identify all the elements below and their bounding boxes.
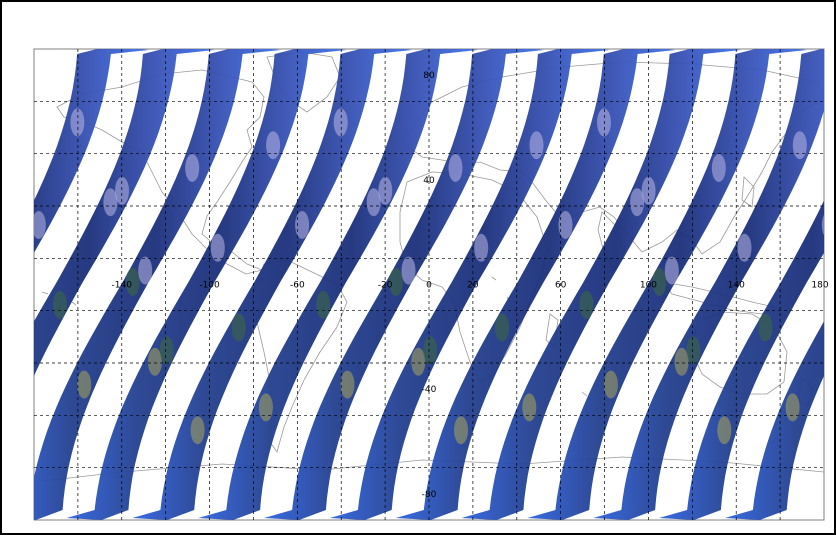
swath-cloud-patch [147,347,162,376]
swath-cloud-patch [34,211,46,239]
swath-cloud-patch [190,416,205,445]
swath-cloud-patch [295,211,310,239]
swath-cloud-patch [717,416,732,445]
swath-cloud-patch [125,268,140,296]
swath-cloud-patch [258,393,273,422]
swath-cloud-patch [103,188,118,217]
swath-cloud-patch [138,256,153,285]
satellite-swath [34,49,281,520]
swath-cloud-patch [652,268,667,296]
coastline-australia [691,311,788,395]
swath-cloud-patch [785,393,800,422]
latitude-tick-label: -80 [422,490,437,500]
coastline-japan [741,176,755,208]
swath-cloud-patch [115,176,129,205]
swath-cloud-patch [454,416,468,445]
satellite-swath [593,49,824,520]
satellite-swath [329,49,610,520]
longitude-labels: -140 -100 -60 -20 0 20 60 100 140 180 [112,281,829,291]
swath-cloud-patch [411,347,426,376]
swath-cloud-patch [522,393,537,422]
swath-cloud-patch [2,393,10,421]
satellite-swath [34,49,149,253]
swath-cloud-patch [316,290,331,319]
swath-cloud-patch [448,154,463,182]
graticule [34,49,824,520]
longitude-tick-label: 20 [467,281,479,291]
swath-cloud-patch [674,347,689,376]
swath-layer [2,49,824,520]
swath-cloud-patch [529,131,544,160]
longitude-tick-label: 60 [555,281,567,291]
longitude-tick-label: 180 [811,281,828,291]
swath-cloud-patch [266,131,281,160]
longitude-tick-label: 140 [728,281,745,291]
coastline-islands [41,276,588,397]
longitude-tick-label: -20 [378,281,393,291]
swath-cloud-patch [366,188,381,217]
longitude-tick-label: -140 [112,281,133,291]
satellite-swath [527,49,808,520]
swath-cloud-patch [210,233,225,262]
latitude-tick-label: 80 [423,71,435,81]
swath-cloud-patch [340,370,355,399]
swath-cloud-patch [77,370,92,399]
latitude-labels: 80 40 -40 -80 [422,71,437,500]
swath-cloud-patch [558,211,573,239]
swath-cloud-patch [792,131,807,160]
satellite-swath [66,49,347,520]
latitude-tick-label: 40 [423,176,435,186]
swath-cloud-patch [686,336,701,365]
swath-cloud-patch [664,256,679,285]
swath-cloud-patch [423,336,438,365]
swath-cloud-patch [821,214,824,236]
swath-cloud-patch [52,290,67,319]
satellite-swath [395,49,676,520]
swath-cloud-patch [579,290,594,319]
longitude-tick-label: -100 [199,281,220,291]
swath-cloud-patch [641,176,656,205]
latitude-tick-label: -40 [422,385,437,395]
coastline-antarctica [34,456,824,483]
satellite-swath [659,200,824,520]
satellite-swath [132,49,413,520]
longitude-tick-label: -60 [290,281,305,291]
swath-cloud-patch [597,108,611,137]
swath-cloud-patch [758,313,773,342]
swath-cloud-patch [70,108,85,137]
swath-cloud-patch [495,313,509,342]
satellite-swath [264,49,544,520]
swath-cloud-patch [159,336,174,365]
swath-cloud-patch [185,154,200,182]
swath-cloud-patch [389,268,403,296]
longitude-tick-label: 100 [640,281,657,291]
swath-cloud-patch [333,108,348,137]
swath-cloud-patch [378,176,393,205]
swath-cloud-patch [711,154,726,182]
swath-cloud-patch [737,233,752,262]
longitude-tick-label: 0 [426,281,432,291]
swath-cloud-patch [603,370,618,399]
swath-cloud-patch [630,188,645,217]
satellite-swath [724,321,824,520]
swath-cloud-patch [474,233,489,262]
swath-cloud-patch [231,313,246,342]
swath-cloud-patch [401,256,416,285]
